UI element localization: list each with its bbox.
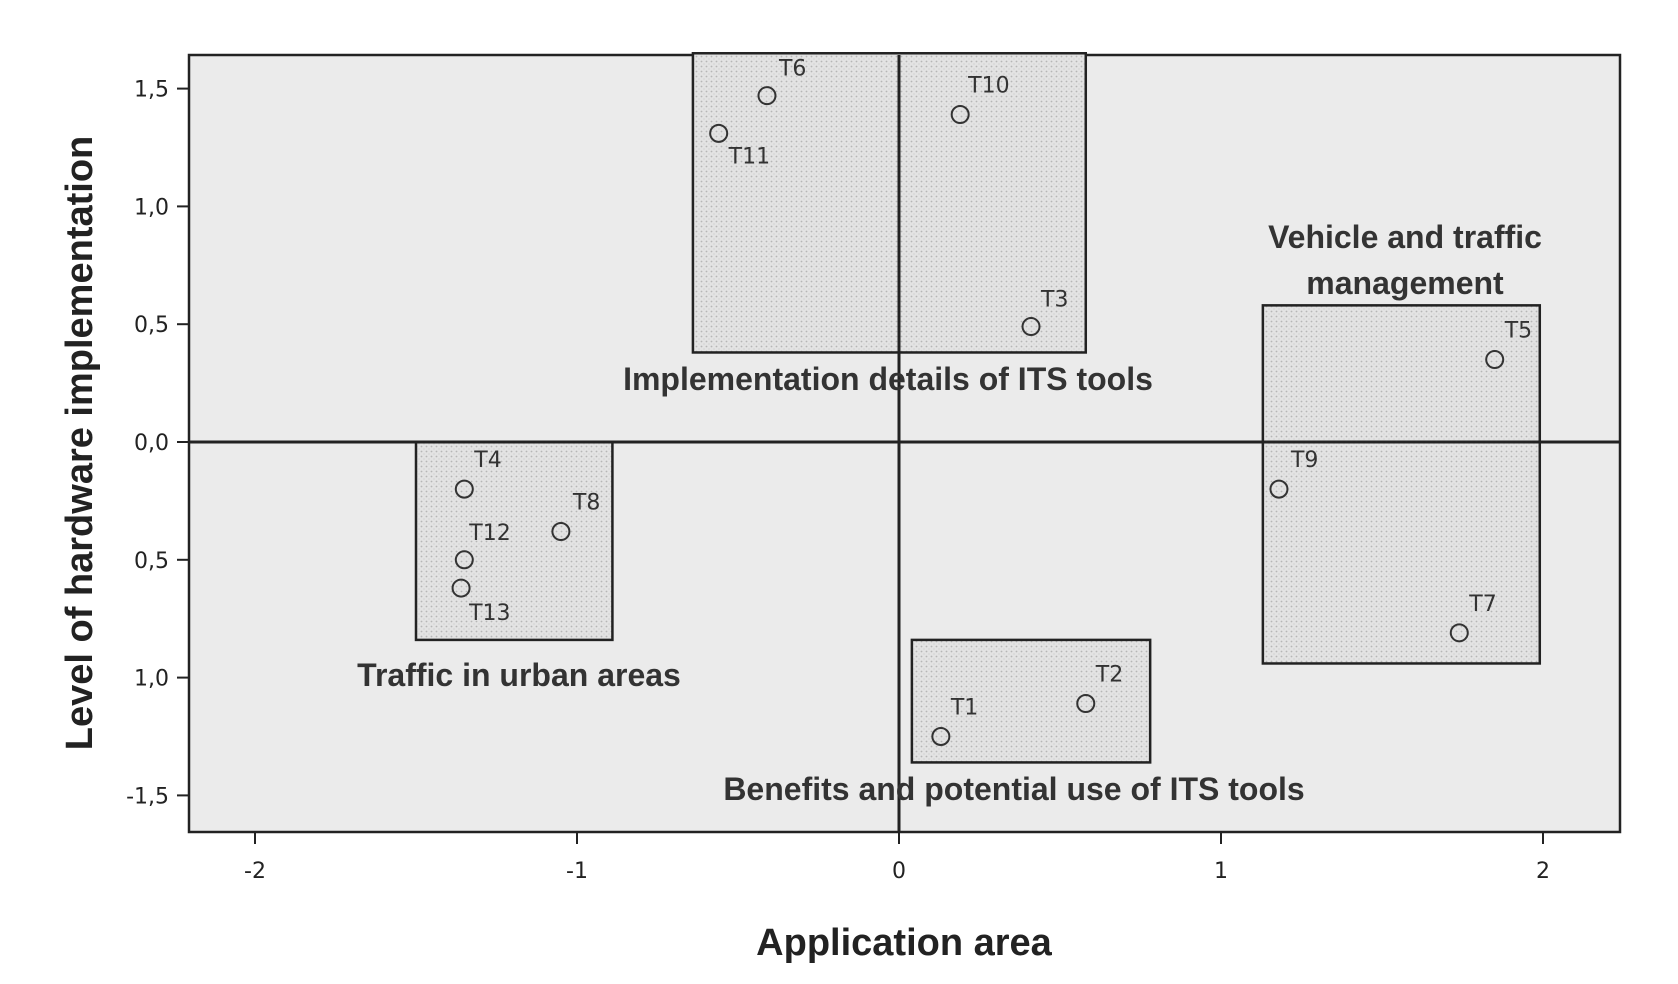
y-tick-label: 1,0 <box>134 195 169 220</box>
group-box <box>691 52 1088 354</box>
data-point <box>931 727 951 746</box>
point-label: T8 <box>572 491 600 516</box>
group-box <box>414 440 614 642</box>
point-label: T5 <box>1504 319 1532 344</box>
x-tick-label: -1 <box>566 859 588 884</box>
point-label: T6 <box>778 57 806 82</box>
point-label: T7 <box>1468 592 1496 617</box>
data-point <box>950 105 970 125</box>
data-point <box>454 479 474 499</box>
group-label: Benefits and potential use of ITS tools <box>723 771 1304 807</box>
group-label: Traffic in urban areas <box>357 657 681 693</box>
y-tick-label: -1,5 <box>126 784 169 809</box>
point-label: T1 <box>950 696 978 721</box>
x-tick-label: -2 <box>244 859 266 884</box>
y-axis-title: Level of hardware implementation <box>59 136 101 750</box>
point-label: T2 <box>1095 663 1123 688</box>
point-label: T11 <box>728 144 770 169</box>
x-tick-label: 1 <box>1214 859 1228 884</box>
data-point <box>1485 350 1505 370</box>
data-point <box>1076 694 1096 714</box>
point-label: T13 <box>468 601 510 626</box>
x-tick-label: 2 <box>1536 859 1550 884</box>
data-point <box>451 578 471 598</box>
group-box <box>1261 304 1542 665</box>
data-point <box>757 86 777 106</box>
data-point <box>454 550 474 570</box>
group-label: Implementation details of ITS tools <box>623 361 1153 397</box>
data-point <box>1269 479 1289 499</box>
data-point <box>1021 317 1041 337</box>
y-tick-label: 0,5 <box>134 549 169 574</box>
y-tick-label: 0,0 <box>134 431 169 456</box>
data-point <box>709 123 729 143</box>
y-tick-label: 0,5 <box>134 313 169 338</box>
point-label: T3 <box>1040 288 1068 313</box>
point-label: T9 <box>1290 448 1318 473</box>
y-tick-label: 1,0 <box>134 667 169 692</box>
x-tick-label: 0 <box>892 859 906 884</box>
data-point <box>1449 623 1469 643</box>
group-box <box>910 638 1152 764</box>
x-axis-title: Application area <box>756 922 1052 964</box>
group-label: Vehicle and traffic management <box>1268 219 1542 301</box>
point-label: T12 <box>468 521 510 546</box>
point-label: T10 <box>967 74 1009 99</box>
y-tick-label: 1,5 <box>134 78 169 103</box>
data-point <box>551 522 571 542</box>
point-label: T4 <box>473 448 501 473</box>
